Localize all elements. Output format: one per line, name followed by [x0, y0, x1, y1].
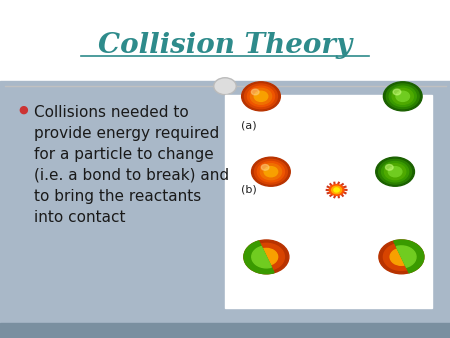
Text: (a): (a) — [241, 120, 256, 130]
Text: (b): (b) — [241, 185, 256, 195]
Text: Collisions needed to
provide energy required
for a particle to change
(i.e. a bo: Collisions needed to provide energy requ… — [34, 105, 229, 225]
Text: Collision Theory: Collision Theory — [98, 32, 352, 59]
Text: ●: ● — [18, 105, 28, 115]
